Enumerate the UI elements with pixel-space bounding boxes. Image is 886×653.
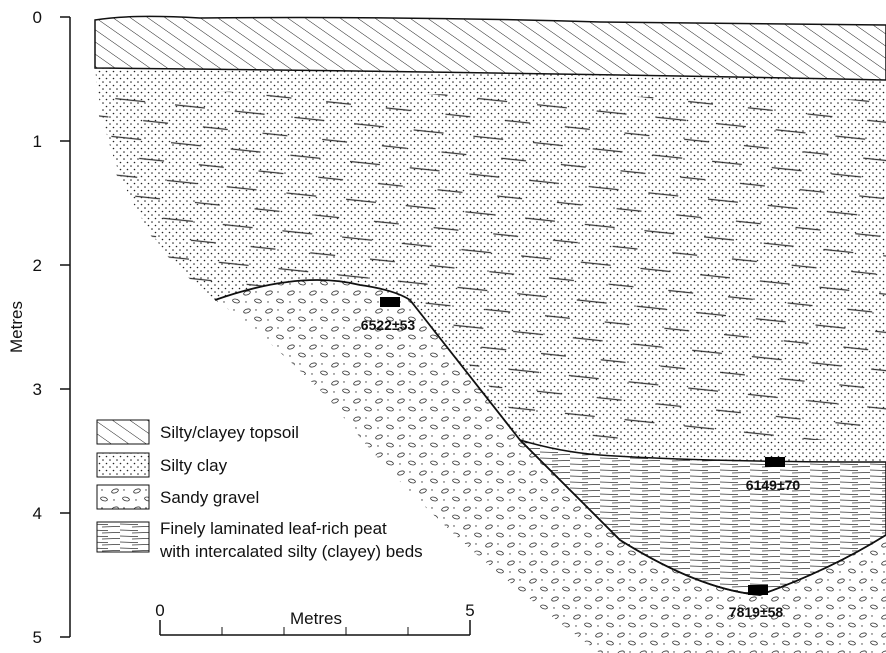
- sample-marker: [380, 297, 400, 307]
- legend-label: with intercalated silty (clayey) beds: [159, 542, 423, 561]
- legend-swatch: [97, 522, 149, 552]
- axis-tick-label: 5: [33, 628, 42, 647]
- scale-tick-label: 5: [465, 601, 474, 620]
- scale-title: Metres: [290, 609, 342, 628]
- legend-swatch: [97, 420, 149, 444]
- legend-label: Silty clay: [160, 456, 228, 475]
- sample-label: 7819±58: [729, 604, 784, 620]
- sample-marker: [748, 585, 768, 595]
- axis-tick-label: 1: [33, 132, 42, 151]
- silty-clay-dashes: [95, 90, 886, 440]
- scale-bar: Metres 0 5: [155, 601, 474, 635]
- sample-marker: [765, 457, 785, 467]
- legend-label: Sandy gravel: [160, 488, 259, 507]
- legend-label: Silty/clayey topsoil: [160, 423, 299, 442]
- depth-axis: Metres 0 1 2 3 4 5: [7, 8, 70, 647]
- sample-label: 6522±53: [361, 317, 416, 333]
- legend-swatch: [97, 453, 149, 477]
- axis-tick-label: 3: [33, 380, 42, 399]
- legend-swatch: [97, 485, 149, 509]
- cross-section: 6522±53 6149±70 7819±58 Silty/clayey top…: [0, 0, 886, 653]
- axis-tick-label: 4: [33, 504, 42, 523]
- legend-label: Finely laminated leaf-rich peat: [160, 519, 387, 538]
- axis-title: Metres: [7, 301, 26, 353]
- scale-tick-label: 0: [155, 601, 164, 620]
- sample-label: 6149±70: [746, 477, 801, 493]
- axis-tick-label: 2: [33, 256, 42, 275]
- axis-tick-label: 0: [33, 8, 42, 27]
